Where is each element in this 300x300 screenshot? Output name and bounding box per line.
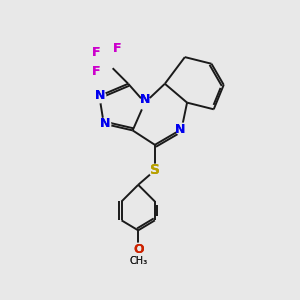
Text: F: F (92, 65, 100, 78)
Text: N: N (175, 123, 185, 136)
Text: F: F (92, 46, 100, 59)
Text: O: O (133, 243, 143, 256)
Text: N: N (175, 123, 185, 136)
Text: S: S (150, 164, 160, 177)
Text: F: F (113, 42, 122, 55)
Text: N: N (95, 89, 106, 103)
Text: N: N (100, 117, 110, 130)
Text: N: N (100, 117, 110, 130)
Text: CH₃: CH₃ (129, 256, 147, 266)
Text: N: N (140, 94, 150, 106)
Text: N: N (95, 89, 106, 103)
Text: O: O (133, 243, 143, 256)
Text: F: F (92, 65, 100, 78)
Text: CH₃: CH₃ (129, 256, 147, 266)
Text: F: F (113, 42, 122, 55)
Text: F: F (92, 46, 100, 59)
Text: S: S (150, 164, 160, 177)
Text: N: N (140, 94, 150, 106)
